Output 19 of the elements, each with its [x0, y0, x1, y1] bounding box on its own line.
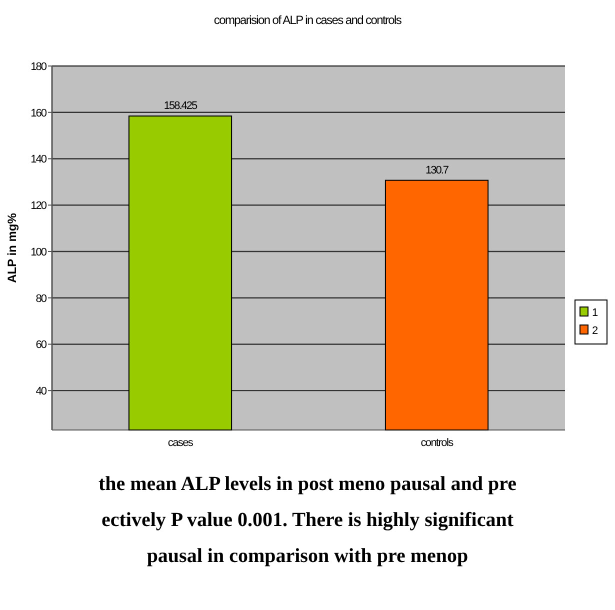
y-tick-label: 140	[30, 154, 47, 166]
data-label: 130.7	[425, 164, 449, 176]
y-tick-label: 60	[36, 339, 47, 352]
legend-label: 1	[592, 307, 598, 319]
text: pausal in comparison with pre menop	[146, 545, 468, 567]
y-tick-label: 120	[30, 200, 47, 212]
text: the mean ALP levels in post meno pausal and pre	[98, 473, 517, 495]
y-tick-label: 80	[36, 292, 47, 305]
y-tick-label: 40	[36, 386, 47, 398]
text: ectively P value 0.001. There is highly significant	[101, 509, 514, 531]
chart-title: comparision of ALP in cases and controls	[214, 13, 402, 27]
y-tick-label: 180	[30, 61, 47, 73]
x-tick-label: cases	[168, 437, 194, 449]
data-label: 158.425	[164, 100, 198, 112]
x-tick-label: controls	[420, 437, 454, 449]
legend-label: 2	[592, 325, 598, 337]
y-tick-label: 100	[30, 246, 47, 258]
y-axis-title: ALP in mg%	[5, 212, 19, 283]
y-tick-label: 160	[30, 107, 47, 120]
